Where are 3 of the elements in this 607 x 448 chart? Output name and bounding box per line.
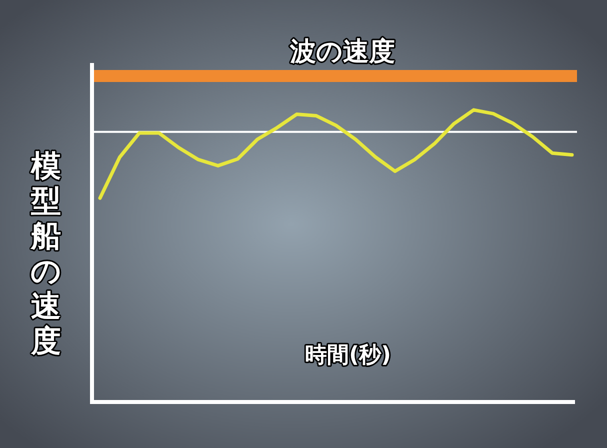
x-axis-title: 時間(秒) xyxy=(304,343,392,368)
ref-line-label: 波の速度 xyxy=(289,37,395,68)
y-axis-title: 模型船の速度 xyxy=(30,149,62,359)
